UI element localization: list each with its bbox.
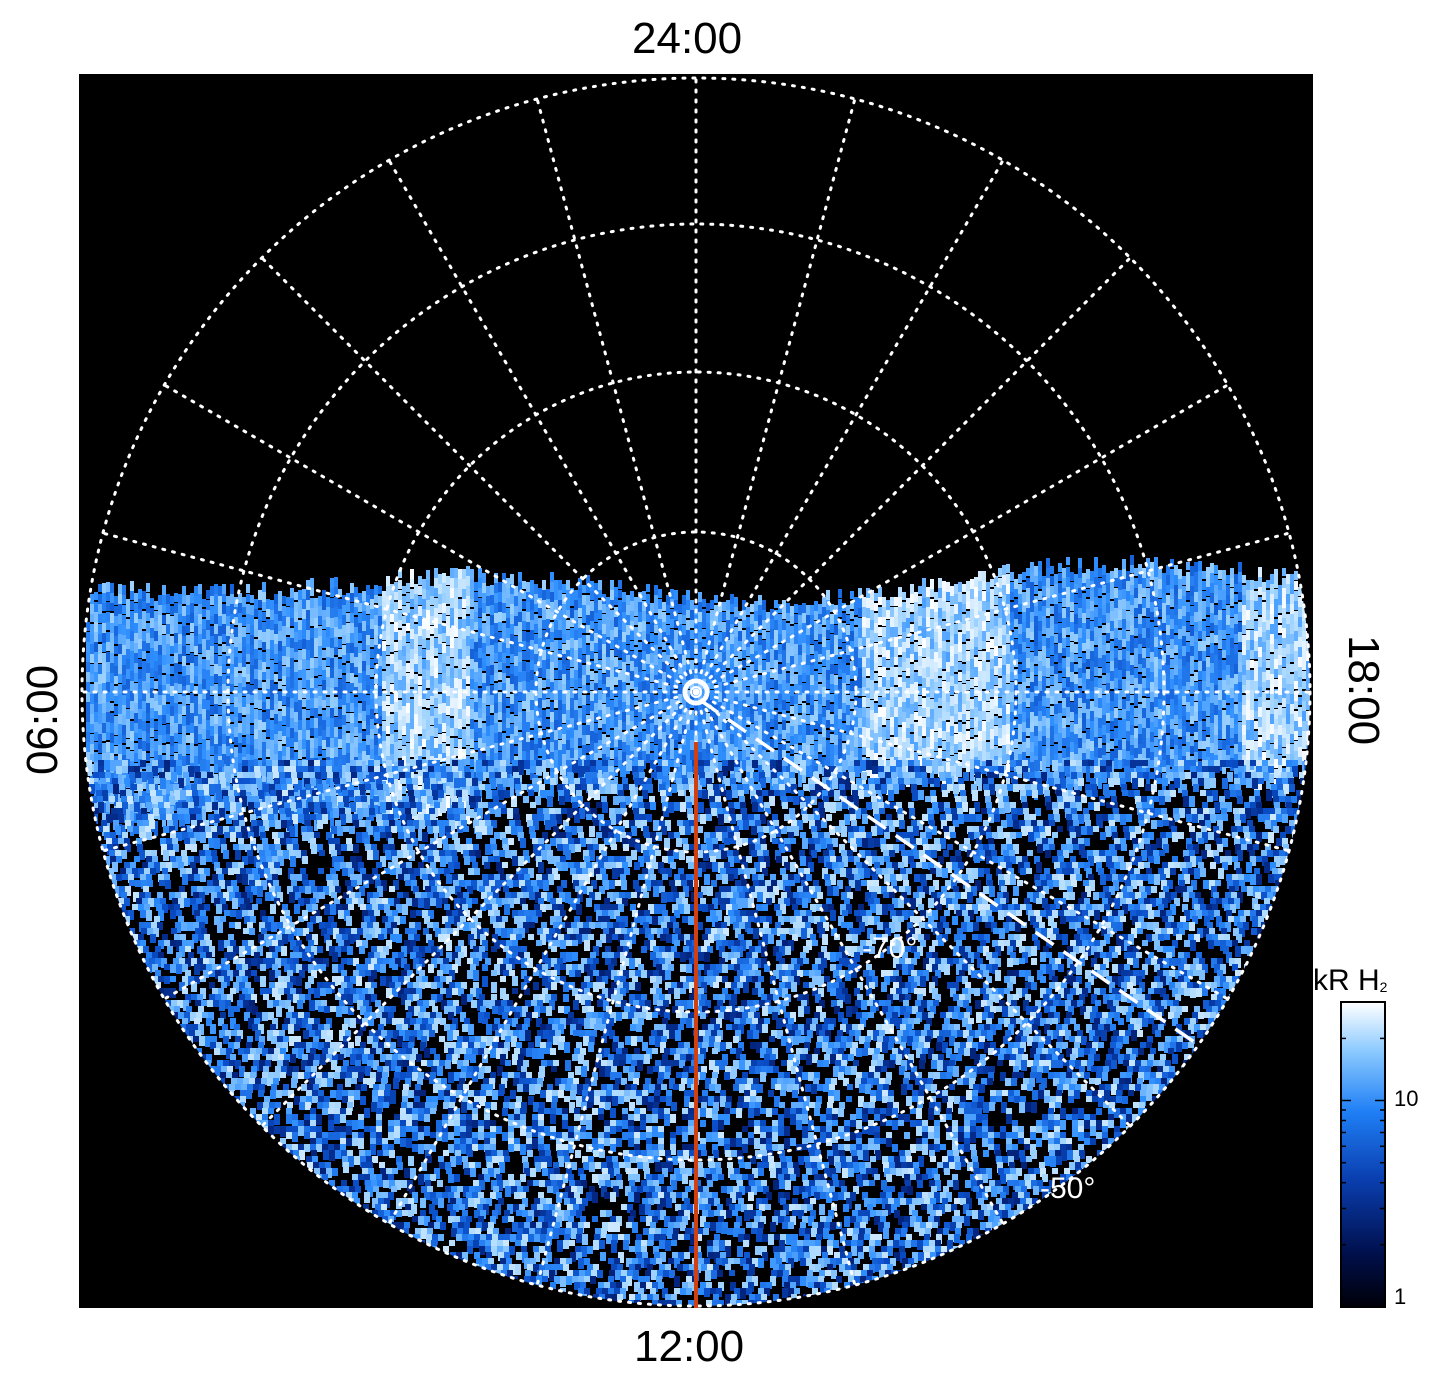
local-time-label-dusk: 18:00 xyxy=(1338,635,1388,745)
latitude-label-70: -70° xyxy=(862,932,917,965)
colorbar-title: kR H2 xyxy=(1313,964,1387,998)
local-time-label-dawn: 06:00 xyxy=(18,665,68,775)
local-time-label-midnight: 24:00 xyxy=(632,14,742,64)
colorbar-tick-1: 1 xyxy=(1394,1284,1406,1310)
colorbar-tick-10: 10 xyxy=(1394,1086,1418,1112)
colorbar xyxy=(1341,1002,1385,1307)
local-time-label-noon: 12:00 xyxy=(634,1322,744,1372)
latitude-label-50: -50° xyxy=(1040,1172,1095,1205)
